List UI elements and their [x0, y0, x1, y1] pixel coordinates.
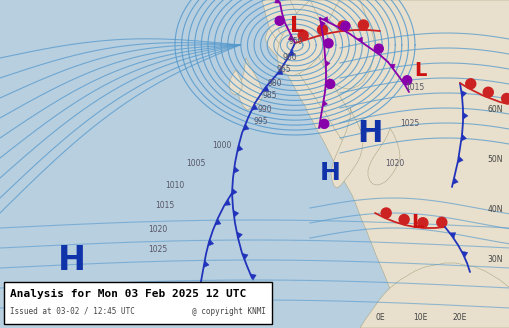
Polygon shape	[457, 156, 462, 163]
Text: L: L	[290, 16, 303, 36]
Text: 50N: 50N	[487, 155, 502, 165]
Polygon shape	[325, 60, 329, 67]
Polygon shape	[288, 50, 294, 56]
Polygon shape	[237, 145, 242, 152]
Circle shape	[501, 93, 509, 104]
Text: 980: 980	[267, 79, 281, 89]
Circle shape	[317, 25, 327, 35]
Circle shape	[298, 30, 307, 40]
Polygon shape	[359, 263, 509, 328]
Polygon shape	[276, 0, 323, 76]
Text: 990: 990	[257, 105, 272, 113]
Circle shape	[465, 79, 475, 89]
Text: H: H	[357, 118, 382, 148]
Polygon shape	[451, 177, 458, 184]
Polygon shape	[276, 69, 282, 74]
Text: 950: 950	[288, 37, 303, 47]
Polygon shape	[460, 134, 466, 141]
Text: 0E: 0E	[375, 313, 384, 322]
Polygon shape	[356, 37, 362, 43]
Circle shape	[436, 217, 446, 227]
Polygon shape	[233, 167, 239, 174]
Polygon shape	[274, 0, 279, 3]
Polygon shape	[449, 233, 455, 238]
Circle shape	[274, 16, 284, 25]
Text: 40N: 40N	[487, 206, 502, 215]
Polygon shape	[232, 188, 237, 195]
Circle shape	[325, 79, 334, 89]
Circle shape	[402, 76, 411, 85]
Text: 1025: 1025	[148, 245, 167, 255]
Polygon shape	[321, 0, 374, 89]
Text: 1025: 1025	[400, 118, 419, 128]
Polygon shape	[262, 0, 509, 328]
Text: 10E: 10E	[412, 313, 427, 322]
Polygon shape	[199, 282, 205, 289]
Polygon shape	[322, 100, 327, 107]
Circle shape	[399, 215, 408, 225]
Text: 995: 995	[253, 116, 268, 126]
Circle shape	[319, 119, 328, 128]
Text: @ copyright KNMI: @ copyright KNMI	[191, 307, 266, 316]
Polygon shape	[262, 86, 268, 92]
Circle shape	[483, 87, 492, 97]
Text: 1015: 1015	[155, 201, 174, 211]
Polygon shape	[461, 251, 467, 257]
Text: 1015: 1015	[405, 84, 424, 92]
Text: 30N: 30N	[487, 256, 502, 264]
Text: 1010: 1010	[165, 181, 184, 191]
Polygon shape	[322, 17, 327, 22]
Text: 1000: 1000	[212, 141, 231, 151]
Circle shape	[323, 39, 332, 48]
Polygon shape	[462, 112, 467, 119]
Polygon shape	[277, 25, 300, 44]
Text: 1005: 1005	[186, 159, 205, 169]
Polygon shape	[242, 253, 247, 260]
Text: 1020: 1020	[385, 158, 404, 168]
Polygon shape	[236, 232, 242, 239]
Circle shape	[417, 218, 427, 228]
FancyBboxPatch shape	[4, 282, 271, 324]
Text: H: H	[58, 243, 86, 277]
Polygon shape	[233, 210, 238, 217]
Polygon shape	[389, 64, 394, 69]
Text: L: L	[410, 214, 422, 233]
Polygon shape	[224, 199, 230, 205]
Text: H: H	[319, 161, 340, 185]
Polygon shape	[242, 124, 248, 131]
Text: 20E: 20E	[452, 313, 466, 322]
Text: 1020: 1020	[148, 224, 167, 234]
Polygon shape	[460, 91, 466, 97]
Text: 60N: 60N	[487, 106, 502, 114]
Text: 985: 985	[262, 92, 277, 100]
Polygon shape	[262, 0, 364, 150]
Polygon shape	[320, 21, 325, 27]
Circle shape	[374, 44, 383, 53]
Text: L: L	[413, 60, 426, 79]
Polygon shape	[288, 35, 293, 40]
Circle shape	[341, 22, 349, 31]
Text: Analysis for Mon 03 Feb 2025 12 UTC: Analysis for Mon 03 Feb 2025 12 UTC	[10, 289, 246, 299]
Polygon shape	[208, 239, 213, 246]
Text: Issued at 03-02 / 12:45 UTC: Issued at 03-02 / 12:45 UTC	[10, 307, 134, 316]
Polygon shape	[250, 274, 256, 280]
Polygon shape	[238, 58, 263, 110]
Polygon shape	[251, 104, 257, 110]
Circle shape	[358, 20, 367, 30]
Circle shape	[337, 21, 347, 31]
Circle shape	[380, 208, 390, 218]
Polygon shape	[367, 128, 399, 185]
Text: 960: 960	[282, 52, 297, 62]
Polygon shape	[203, 261, 209, 268]
Polygon shape	[229, 70, 242, 95]
Polygon shape	[330, 108, 362, 188]
Polygon shape	[215, 219, 220, 225]
Text: 965: 965	[276, 66, 291, 74]
